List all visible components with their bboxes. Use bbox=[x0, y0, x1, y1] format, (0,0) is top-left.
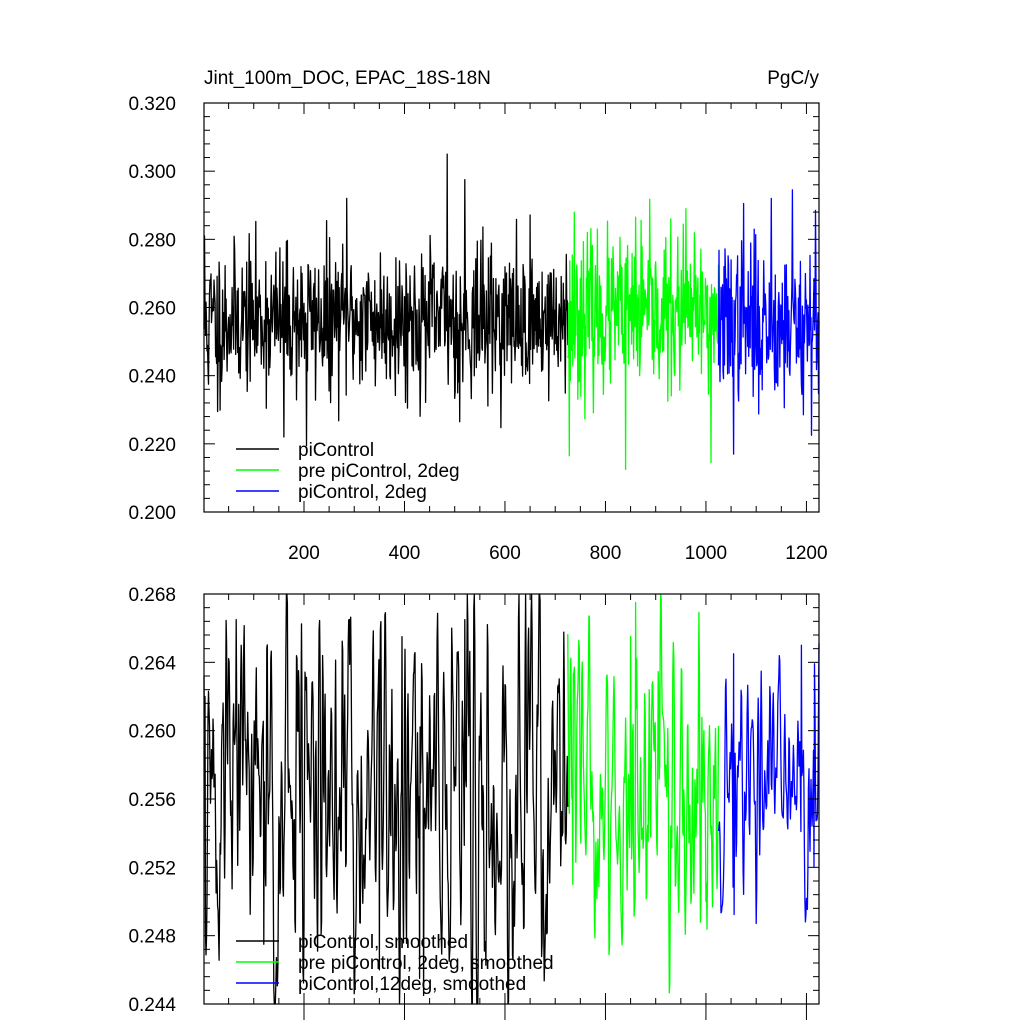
chart-title: Jint_100m_DOC, EPAC_18S-18N bbox=[204, 68, 491, 89]
y-tick-label: 0.300 bbox=[128, 162, 176, 183]
y-tick-label: 0.220 bbox=[128, 435, 176, 456]
y-tick-label: 0.200 bbox=[128, 503, 176, 524]
x-tick-label: 200 bbox=[288, 543, 320, 564]
y-tick-label: 0.256 bbox=[128, 790, 176, 811]
legend-label-0: piControl, smoothed bbox=[298, 932, 468, 953]
x-tick-label: 600 bbox=[489, 543, 521, 564]
y-tick-label: 0.268 bbox=[128, 585, 176, 606]
legend-label-1: pre piControl, 2deg, smoothed bbox=[298, 953, 554, 974]
series-lines bbox=[203, 153, 820, 471]
series-lines bbox=[203, 593, 820, 1005]
legend-label-2: piControl, 2deg bbox=[298, 482, 427, 503]
legend-label-2: piControl,12deg, smoothed bbox=[298, 974, 526, 995]
legend-label-0: piControl bbox=[298, 440, 374, 461]
series-line-2 bbox=[717, 643, 820, 925]
axis-ticks: 200 400 600 800 1000 1200 0.200 0.220 0.240 0.260… bbox=[128, 94, 827, 564]
units-label: PgC/y bbox=[767, 68, 819, 89]
x-tick-label: 400 bbox=[389, 543, 421, 564]
y-tick-label: 0.280 bbox=[128, 230, 176, 251]
top-panel: Jint_100m_DOC, EPAC_18S-18N PgC/y 200 400… bbox=[128, 68, 827, 564]
series-line-0 bbox=[203, 593, 569, 1005]
bottom-panel: 0.244 0.248 0.252 0.256 0.260 0.264 0.268 piCo… bbox=[128, 585, 820, 1020]
y-tick-label: 0.252 bbox=[128, 858, 176, 879]
x-tick-label: 800 bbox=[590, 543, 622, 564]
x-tick-label: 1000 bbox=[685, 543, 727, 564]
axis-ticks: 0.244 0.248 0.252 0.256 0.260 0.264 0.268 bbox=[128, 585, 819, 1020]
legend-label-1: pre piControl, 2deg bbox=[298, 461, 460, 482]
plot-frame bbox=[203, 593, 820, 1005]
y-tick-label: 0.240 bbox=[128, 367, 176, 388]
series-line-2 bbox=[717, 189, 820, 455]
y-tick-label: 0.264 bbox=[128, 653, 176, 674]
plot-frame bbox=[203, 102, 820, 513]
series-line-0 bbox=[203, 153, 569, 447]
series-line-1 bbox=[567, 198, 720, 471]
x-tick-label: 1200 bbox=[785, 543, 827, 564]
y-tick-label: 0.244 bbox=[128, 995, 176, 1016]
y-tick-label: 0.260 bbox=[128, 722, 176, 743]
series-line-1 bbox=[567, 593, 720, 994]
y-tick-label: 0.260 bbox=[128, 299, 176, 320]
y-tick-label: 0.320 bbox=[128, 94, 176, 115]
y-tick-label: 0.248 bbox=[128, 927, 176, 948]
